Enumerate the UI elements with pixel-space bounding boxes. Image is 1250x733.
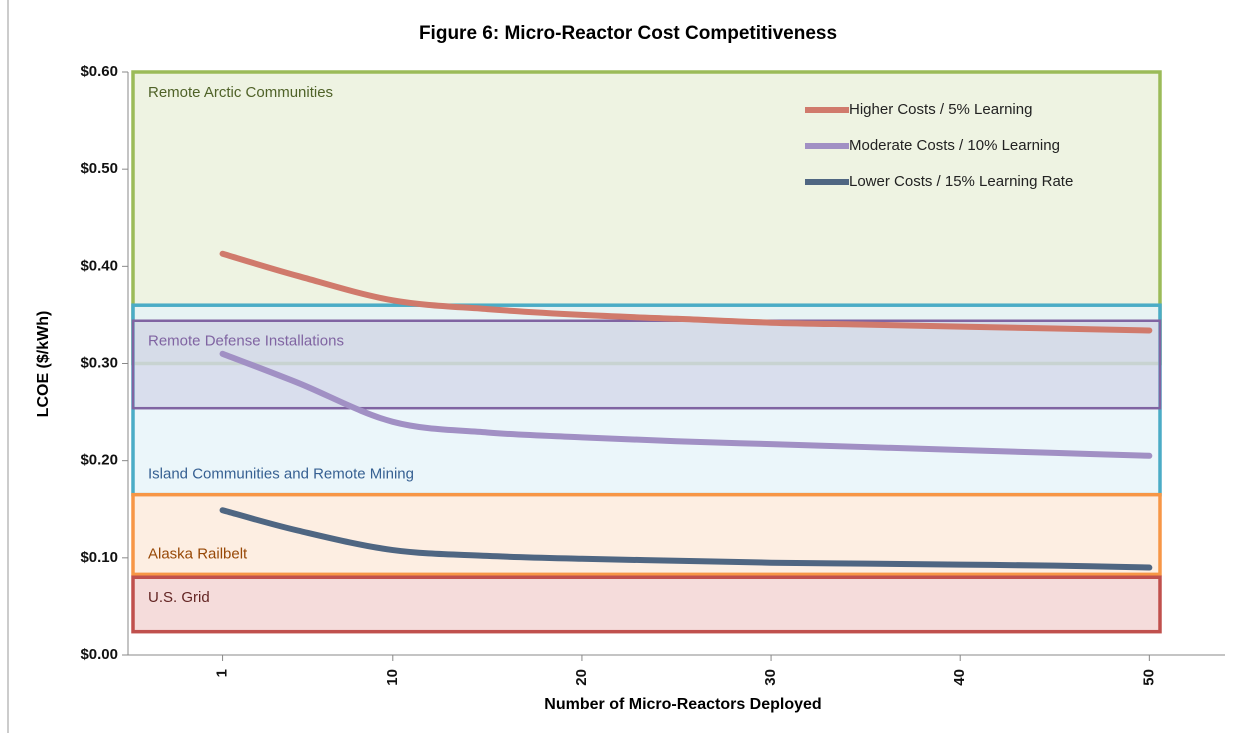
y-tick-label: $0.20	[80, 452, 118, 469]
legend-label: Lower Costs / 15% Learning Rate	[849, 173, 1073, 190]
band	[131, 319, 1162, 410]
y-tick-label: $0.30	[80, 354, 118, 371]
x-tick-label: 10	[384, 669, 401, 686]
x-tick-label: 30	[762, 669, 779, 686]
bands: Remote Arctic Communities Island Communit…	[131, 70, 1162, 634]
y-tick-label: $0.50	[80, 160, 118, 177]
band-label: Remote Defense Installations	[148, 333, 344, 350]
band-label: Island Communities and Remote Mining	[148, 466, 414, 483]
y-tick-label: $0.00	[80, 646, 118, 663]
y-tick-label: $0.40	[80, 257, 118, 274]
axes: $0.00 $0.10 $0.20 $0.30 $0.40 $0.50 $0.60 1 10 20…	[80, 63, 1225, 686]
legend-label: Moderate Costs / 10% Learning	[849, 137, 1060, 154]
x-axis-title: Number of Micro-Reactors Deployed	[544, 696, 821, 713]
x-tick-label: 50	[1140, 669, 1157, 686]
band-label: U.S. Grid	[148, 589, 210, 606]
legend: Higher Costs / 5% Learning Moderate Costs…	[805, 101, 1073, 190]
band	[131, 303, 1162, 497]
series-line	[219, 507, 1153, 571]
series-line	[219, 250, 1153, 334]
legend-label: Higher Costs / 5% Learning	[849, 101, 1032, 118]
band-label: Alaska Railbelt	[148, 545, 248, 562]
x-tick-label: 20	[573, 669, 590, 686]
y-tick-label: $0.60	[80, 63, 118, 80]
band	[131, 575, 1162, 634]
y-tick-label: $0.10	[80, 549, 118, 566]
x-tick-label: 40	[951, 669, 968, 686]
x-tick-label: 1	[214, 669, 231, 677]
band-label: Remote Arctic Communities	[148, 84, 333, 101]
series-line	[219, 350, 1153, 459]
lines	[219, 250, 1153, 571]
chart-title: Figure 6: Micro-Reactor Cost Competitive…	[419, 23, 837, 44]
y-axis-title: LCOE ($/kWh)	[35, 311, 52, 418]
